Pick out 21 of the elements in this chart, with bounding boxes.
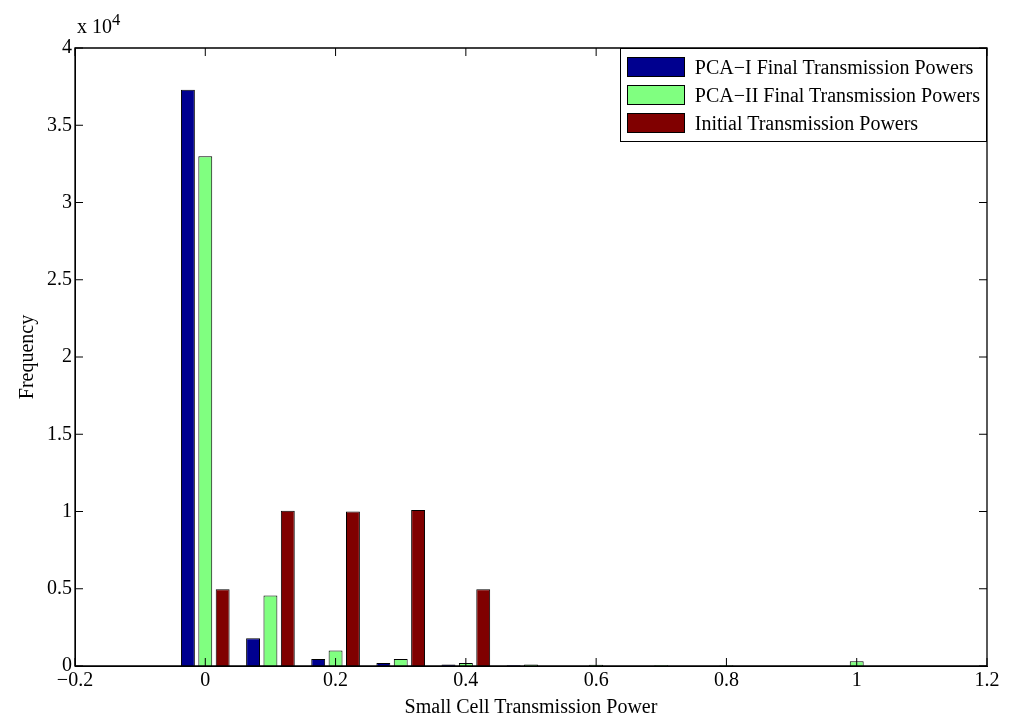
x-tick-label: 1 — [851, 668, 862, 691]
x-tick-label: 1.2 — [974, 668, 1000, 691]
x-tick-label: 0.4 — [453, 668, 479, 691]
y-axis-title: Frequency — [15, 314, 39, 400]
x-tick-label: 0.6 — [583, 668, 609, 691]
y-tick-label: 1 — [62, 498, 72, 521]
legend-label: PCA−II Final Transmission Powers — [694, 83, 980, 108]
y-tick-label: 4 — [62, 35, 72, 58]
y-tick-label: 3.5 — [47, 112, 72, 135]
x-tick-label: 0 — [200, 668, 211, 691]
x-tick-label: 0.2 — [323, 668, 349, 691]
x-tick-label: 0.8 — [713, 668, 739, 691]
y-tick-label: 2 — [62, 344, 72, 367]
legend-label: PCA−I Final Transmission Powers — [694, 55, 974, 80]
y-tick-label: 2.5 — [47, 267, 72, 289]
legend-label: Initial Transmission Powers — [694, 111, 919, 136]
y-tick-label: 0.5 — [47, 576, 72, 598]
y-tick-label: 3 — [62, 189, 72, 212]
y-tick-label: 1.5 — [47, 421, 72, 444]
text: x 10$^{4}$ — [77, 10, 121, 38]
x-axis-title: Small Cell Transmission Power — [404, 695, 658, 718]
